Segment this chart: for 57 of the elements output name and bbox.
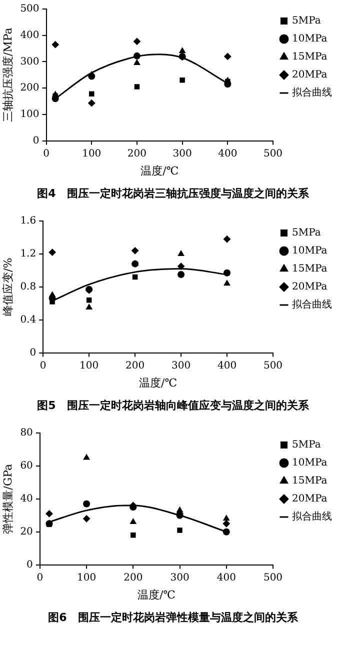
x-tick-label: 500 — [263, 572, 283, 584]
x-tick-label: 0 — [43, 148, 50, 160]
legend-label: 15MPa — [292, 52, 328, 63]
y-tick-label: 60 — [20, 460, 33, 472]
x-tick-label: 400 — [216, 572, 236, 584]
legend-label: 10MPa — [292, 246, 328, 257]
legend-label: 5MPa — [292, 440, 321, 451]
x-tick-label: 300 — [171, 360, 191, 372]
y-tick-label: 300 — [20, 56, 40, 68]
legend-label: 20MPa — [292, 70, 328, 81]
text: 图6 围压一定时花岗岩弹性模量与温度之间的关系 — [47, 610, 299, 625]
y-tick-label: 1.2 — [20, 248, 36, 260]
x-tick-label: 100 — [76, 572, 96, 584]
x-axis-title: 温度/℃ — [139, 376, 178, 390]
legend-label: 20MPa — [292, 494, 328, 505]
text: 图4 围压一定时花岗岩三轴抗压强度与温度之间的关系 — [36, 186, 310, 201]
legend-label: 5MPa — [292, 228, 321, 239]
x-tick-label: 100 — [82, 148, 102, 160]
y-tick-label: 500 — [20, 4, 40, 15]
x-axis-title: 温度/℃ — [140, 164, 179, 178]
x-tick-label: 300 — [170, 572, 190, 584]
y-axis-title: 三轴抗压强度/MPa — [1, 27, 14, 122]
y-tick-label: 40 — [20, 493, 33, 504]
y-tick-label: 1.6 — [20, 216, 36, 227]
y-tick-label: 400 — [20, 30, 40, 41]
y-axis-title: 弹性模量/GPa — [1, 463, 14, 534]
legend-label: 10MPa — [292, 458, 328, 469]
x-tick-label: 500 — [263, 148, 283, 160]
legend-label: 15MPa — [292, 476, 328, 487]
text: 图5 围压一定时花岗岩轴向峰值应变与温度之间的关系 — [36, 398, 310, 413]
y-tick-label: 0.4 — [20, 314, 36, 326]
legend-label: 15MPa — [292, 264, 328, 275]
x-tick-label: 500 — [263, 360, 283, 372]
y-tick-label: 0 — [30, 347, 36, 358]
x-tick-label: 100 — [80, 360, 99, 372]
y-tick-label: 80 — [20, 428, 33, 439]
legend-label: 拟合曲线 — [292, 86, 332, 99]
x-tick-label: 0 — [40, 360, 46, 372]
legend-label: 10MPa — [292, 34, 328, 45]
x-tick-label: 300 — [172, 148, 192, 160]
y-tick-label: 200 — [20, 82, 40, 94]
y-tick-label: 0.8 — [20, 281, 36, 292]
x-tick-label: 200 — [124, 572, 143, 584]
legend-label: 5MPa — [292, 16, 321, 27]
y-tick-label: 100 — [20, 109, 40, 120]
x-tick-label: 200 — [127, 148, 147, 160]
y-tick-label: 0 — [32, 135, 40, 146]
x-tick-label: 400 — [218, 148, 238, 160]
legend-label: 20MPa — [292, 282, 328, 293]
y-tick-label: 0 — [26, 559, 33, 570]
legend-label: 拟合曲线 — [292, 298, 332, 311]
y-tick-label: 20 — [20, 526, 33, 538]
y-axis-title: 峰值应变/% — [1, 258, 14, 316]
legend-label: 拟合曲线 — [292, 510, 332, 523]
x-axis-title: 温度/℃ — [137, 588, 176, 602]
x-tick-label: 200 — [126, 360, 145, 372]
x-tick-label: 400 — [217, 360, 237, 372]
